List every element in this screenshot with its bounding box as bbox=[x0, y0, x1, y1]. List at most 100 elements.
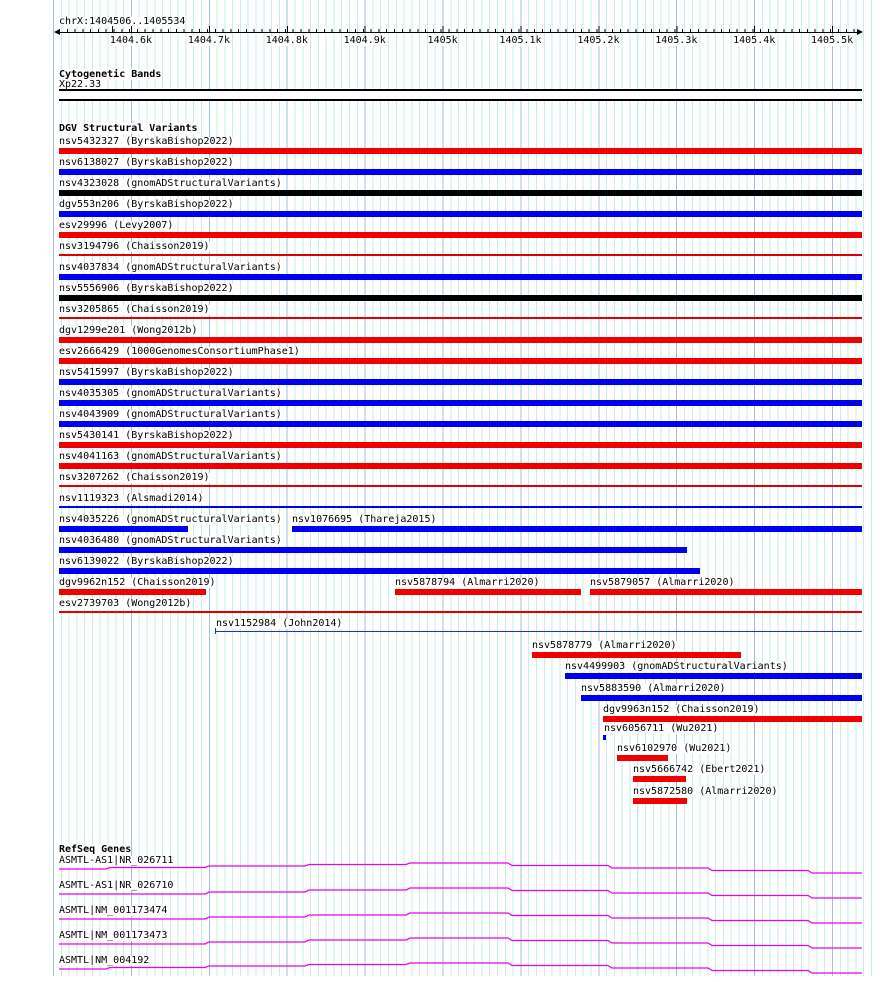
variant-bar[interactable] bbox=[59, 526, 188, 532]
variant-bar[interactable] bbox=[59, 379, 862, 385]
gene-line[interactable] bbox=[59, 862, 862, 874]
variant-bar[interactable] bbox=[59, 274, 862, 280]
variant-label[interactable]: nsv4035226 (gnomADStructuralVariants) bbox=[59, 514, 282, 525]
variant-label[interactable]: nsv1076695 (Thareja2015) bbox=[292, 514, 437, 525]
variant-bar[interactable] bbox=[532, 652, 741, 658]
variant-bar[interactable] bbox=[215, 631, 862, 632]
variant-bar[interactable] bbox=[59, 190, 862, 196]
variant-label[interactable]: nsv1119323 (Alsmadi2014) bbox=[59, 493, 204, 504]
variant-label[interactable]: nsv4035305 (gnomADStructuralVariants) bbox=[59, 388, 282, 399]
variant-label[interactable]: nsv6102970 (Wu2021) bbox=[617, 743, 732, 754]
variant-bar[interactable] bbox=[59, 400, 862, 406]
gene-label[interactable]: ASMTL-AS1|NR_026711 bbox=[59, 855, 174, 866]
variant-label[interactable]: nsv5878794 (Almarri2020) bbox=[395, 577, 540, 588]
variant-bar[interactable] bbox=[395, 589, 581, 595]
gene-label[interactable]: ASMTL|NM_001173473 bbox=[59, 930, 168, 941]
section-title-dgv: DGV Structural Variants bbox=[59, 123, 198, 134]
variant-label[interactable]: nsv4043909 (gnomADStructuralVariants) bbox=[59, 409, 282, 420]
variant-label[interactable]: dgv1299e201 (Wong2012b) bbox=[59, 325, 198, 336]
ruler-tick-label: 1404.9k bbox=[343, 35, 386, 46]
variant-bar[interactable] bbox=[603, 716, 862, 722]
variant-label[interactable]: nsv4041163 (gnomADStructuralVariants) bbox=[59, 451, 282, 462]
ruler-tick-label: 1404.8k bbox=[265, 35, 308, 46]
variant-bar[interactable] bbox=[59, 358, 862, 364]
variant-label[interactable]: esv2666429 (1000GenomesConsortiumPhase1) bbox=[59, 346, 300, 357]
variant-label[interactable]: nsv5878779 (Almarri2020) bbox=[532, 640, 677, 651]
variant-label[interactable]: nsv1152984 (John2014) bbox=[216, 618, 343, 629]
variant-bar[interactable] bbox=[59, 254, 862, 256]
variant-label[interactable]: nsv5666742 (Ebert2021) bbox=[633, 764, 766, 775]
variant-bar[interactable] bbox=[59, 568, 700, 574]
variant-bar[interactable] bbox=[59, 485, 862, 487]
variant-label[interactable]: nsv5883590 (Almarri2020) bbox=[581, 683, 726, 694]
variant-label[interactable]: nsv5879057 (Almarri2020) bbox=[590, 577, 735, 588]
variant-bar[interactable] bbox=[59, 506, 862, 508]
variant-bar[interactable] bbox=[59, 232, 862, 238]
variant-bar[interactable] bbox=[617, 755, 668, 761]
gene-line[interactable] bbox=[59, 937, 862, 949]
variant-bar[interactable] bbox=[633, 798, 687, 804]
variant-label[interactable]: nsv6056711 (Wu2021) bbox=[604, 723, 719, 734]
variant-bar[interactable] bbox=[59, 421, 862, 427]
variant-label[interactable]: dgv9962n152 (Chaisson2019) bbox=[59, 577, 216, 588]
gene-label[interactable]: ASMTL|NM_001173474 bbox=[59, 905, 168, 916]
ruler-tick-label: 1405.4k bbox=[733, 35, 776, 46]
section-title-cytogenetic: Cytogenetic Bands bbox=[59, 69, 162, 80]
variant-bar[interactable] bbox=[633, 776, 686, 782]
gene-label[interactable]: ASMTL|NM_004192 bbox=[59, 955, 150, 966]
gene-line[interactable] bbox=[59, 962, 862, 974]
variant-label[interactable]: nsv5556906 (ByrskaBishop2022) bbox=[59, 283, 234, 294]
variant-label[interactable]: nsv4323028 (gnomADStructuralVariants) bbox=[59, 178, 282, 189]
variant-label[interactable]: nsv5430141 (ByrskaBishop2022) bbox=[59, 430, 234, 441]
variant-label[interactable]: nsv5432327 (ByrskaBishop2022) bbox=[59, 136, 234, 147]
ruler-major-ticks bbox=[59, 26, 857, 32]
variant-bar[interactable] bbox=[590, 589, 862, 595]
variant-bar[interactable] bbox=[292, 526, 862, 532]
variant-bar[interactable] bbox=[59, 442, 862, 448]
variant-bar[interactable] bbox=[59, 611, 862, 613]
variant-bar[interactable] bbox=[59, 589, 206, 595]
variant-label[interactable]: dgv9963n152 (Chaisson2019) bbox=[603, 704, 760, 715]
variant-label[interactable]: nsv6138027 (ByrskaBishop2022) bbox=[59, 157, 234, 168]
variant-label[interactable]: nsv3194796 (Chaisson2019) bbox=[59, 241, 210, 252]
variant-bar[interactable] bbox=[59, 169, 862, 175]
variant-label[interactable]: nsv5872580 (Almarri2020) bbox=[633, 786, 778, 797]
variant-bar[interactable] bbox=[603, 735, 606, 740]
ruler-axis-line bbox=[59, 32, 857, 33]
variant-label[interactable]: nsv4037834 (gnomADStructuralVariants) bbox=[59, 262, 282, 273]
ruler-tick-label: 1404.7k bbox=[187, 35, 230, 46]
variant-label[interactable]: esv2739703 (Wong2012b) bbox=[59, 598, 192, 609]
variant-label[interactable]: esv29996 (Levy2007) bbox=[59, 220, 174, 231]
ruler-left-arrow-icon bbox=[54, 29, 60, 35]
cytoband-label: Xp22.33 bbox=[59, 79, 102, 90]
gene-label[interactable]: ASMTL-AS1|NR_026710 bbox=[59, 880, 174, 891]
ruler-tick-label: 1405.1k bbox=[499, 35, 542, 46]
variant-bar[interactable] bbox=[581, 695, 862, 701]
ruler-tick-label: 1405.2k bbox=[577, 35, 620, 46]
cytoband-box[interactable] bbox=[59, 89, 862, 101]
variant-bar[interactable] bbox=[59, 295, 862, 301]
variant-label[interactable]: nsv5415997 (ByrskaBishop2022) bbox=[59, 367, 234, 378]
variant-bar[interactable] bbox=[59, 463, 862, 469]
region-label: chrX:1404506..1405534 bbox=[59, 16, 186, 27]
variant-bar[interactable] bbox=[59, 148, 862, 154]
variant-label[interactable]: nsv4499903 (gnomADStructuralVariants) bbox=[565, 661, 788, 672]
variant-bar[interactable] bbox=[59, 317, 862, 319]
variant-bar[interactable] bbox=[565, 673, 862, 679]
gene-line[interactable] bbox=[59, 887, 862, 899]
ruler-tick-label: 1404.6k bbox=[109, 35, 153, 46]
ruler-tick-label: 1405k bbox=[427, 35, 458, 46]
variant-bar[interactable] bbox=[59, 547, 687, 553]
variant-label[interactable]: nsv4036480 (gnomADStructuralVariants) bbox=[59, 535, 282, 546]
gene-line[interactable] bbox=[59, 912, 862, 924]
variant-label[interactable]: dgv553n206 (ByrskaBishop2022) bbox=[59, 199, 234, 210]
variant-bar[interactable] bbox=[59, 337, 862, 343]
variant-label[interactable]: nsv3205865 (Chaisson2019) bbox=[59, 304, 210, 315]
ruler-tick-label: 1405.3k bbox=[655, 35, 698, 46]
variant-bar[interactable] bbox=[59, 211, 862, 217]
variant-label[interactable]: nsv6139022 (ByrskaBishop2022) bbox=[59, 556, 234, 567]
section-title-refseq: RefSeq Genes bbox=[59, 844, 132, 855]
variant-label[interactable]: nsv3207262 (Chaisson2019) bbox=[59, 472, 210, 483]
